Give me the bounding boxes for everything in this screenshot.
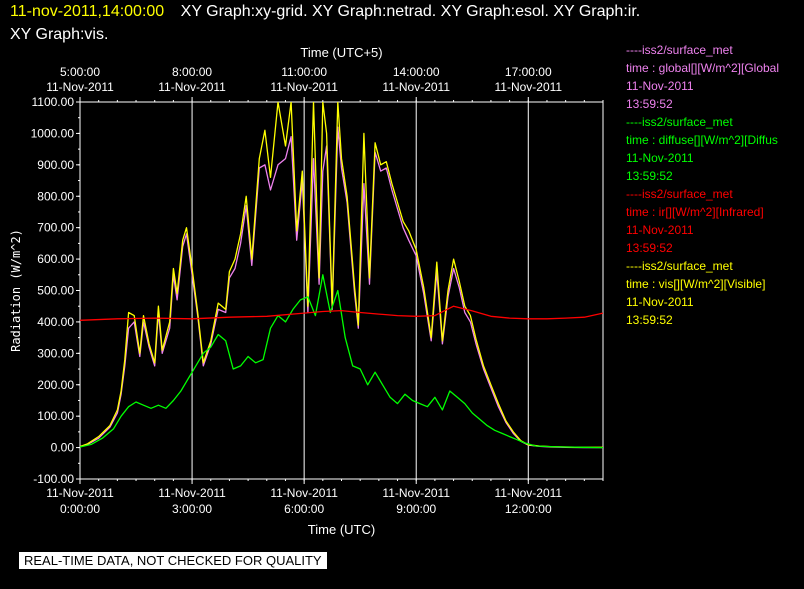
- y-tick-label: 600.00: [37, 252, 74, 266]
- x-tick-label-time: 3:00:00: [172, 502, 212, 516]
- graph-label-netrad: XY Graph:netrad.: [311, 3, 437, 20]
- y-tick-label: 200.00: [37, 378, 74, 392]
- legend-global: ----iss2/surface_met time : global[][W/m…: [626, 41, 804, 113]
- x-tick-label-date: 11-Nov-2011: [270, 486, 338, 500]
- y-tick-label: 1000.00: [31, 126, 75, 140]
- x-tick-label-date: 11-Nov-2011: [46, 486, 114, 500]
- y-tick-label: 400.00: [37, 315, 74, 329]
- legend-source: ----iss2/surface_met: [626, 115, 733, 129]
- series-line-diffuse: [80, 274, 603, 449]
- quality-disclaimer: REAL-TIME DATA, NOT CHECKED FOR QUALITY: [19, 552, 327, 569]
- legend-date: 11-Nov-2011: [626, 295, 694, 309]
- series-line-global: [80, 126, 603, 449]
- legend-date: 11-Nov-2011: [626, 79, 694, 93]
- legend-vis: ----iss2/surface_met time : vis[][W/m^2]…: [626, 257, 804, 329]
- y-tick-label: 500.00: [37, 284, 74, 298]
- y-tick-label: 0.00: [51, 441, 75, 455]
- legend-time: 13:59:52: [626, 313, 673, 327]
- legend-source: ----iss2/surface_met: [626, 259, 733, 273]
- graph-label-ir: XY Graph:ir.: [553, 3, 641, 20]
- y-tick-label: 300.00: [37, 346, 74, 360]
- y-tick-label: 800.00: [37, 189, 74, 203]
- x-tick-label-time: 9:00:00: [396, 502, 436, 516]
- legend-variable: time : diffuse[][W/m^2][Diffus: [626, 133, 778, 147]
- x2-tick-label-time: 11:00:00: [281, 65, 327, 79]
- y-tick-label: 100.00: [37, 409, 74, 423]
- legend-diffuse: ----iss2/surface_met time : diffuse[][W/…: [626, 113, 804, 185]
- x-tick-label-date: 11-Nov-2011: [158, 486, 226, 500]
- series-line-ir: [80, 305, 603, 321]
- x2-tick-label-date: 11-Nov-2011: [382, 80, 450, 94]
- legend-date: 11-Nov-2011: [626, 223, 694, 237]
- x-tick-label-date: 11-Nov-2011: [382, 486, 450, 500]
- legend-time: 13:59:52: [626, 241, 673, 255]
- y-tick-label: 900.00: [37, 158, 74, 172]
- chart-title-line: 11-nov-2011,14:00:00 XY Graph:xy-grid. X…: [10, 3, 640, 21]
- y-axis-label: Radiation (W/m^2): [9, 229, 23, 352]
- x-tick-label-time: 0:00:00: [60, 502, 100, 516]
- legend-time: 13:59:52: [626, 169, 673, 183]
- x-tick-label-date: 11-Nov-2011: [494, 486, 562, 500]
- legend-ir: ----iss2/surface_met time : ir[][W/m^2][…: [626, 185, 804, 257]
- graph-label-esol: XY Graph:esol.: [440, 3, 549, 20]
- x2-tick-label-time: 17:00:00: [505, 65, 552, 79]
- x2-tick-label-time: 14:00:00: [393, 65, 440, 79]
- legend-source: ----iss2/surface_met: [626, 187, 733, 201]
- y-tick-label: 1100.00: [32, 95, 75, 109]
- y-tick-label: -100.00: [33, 472, 74, 486]
- legend-time: 13:59:52: [626, 97, 673, 111]
- x-axis-label: Time (UTC): [308, 522, 375, 537]
- legend-variable: time : ir[][W/m^2][Infrared]: [626, 205, 764, 219]
- legend-source: ----iss2/surface_met: [626, 43, 733, 57]
- x2-tick-label-date: 11-Nov-2011: [494, 80, 562, 94]
- graph-label-xy-grid: XY Graph:xy-grid.: [180, 3, 308, 20]
- x2-tick-label-date: 11-Nov-2011: [158, 80, 226, 94]
- x-tick-label-time: 6:00:00: [284, 502, 324, 516]
- x2-tick-label-time: 5:00:00: [60, 65, 100, 79]
- series-line-vis: [80, 102, 603, 448]
- x-tick-label-time: 12:00:00: [505, 502, 552, 516]
- graph-label-vis: XY Graph:vis.: [10, 26, 109, 43]
- x2-tick-label-date: 11-Nov-2011: [46, 80, 114, 94]
- timestamp: 11-nov-2011,14:00:00: [10, 3, 165, 20]
- legend-variable: time : global[][W/m^2][Global: [626, 61, 780, 75]
- y-tick-label: 700.00: [37, 221, 74, 235]
- legend-date: 11-Nov-2011: [626, 151, 694, 165]
- x2-tick-label-date: 11-Nov-2011: [270, 80, 338, 94]
- x2-tick-label-time: 8:00:00: [172, 65, 212, 79]
- x2-axis-label: Time (UTC+5): [300, 45, 382, 60]
- legend-variable: time : vis[][W/m^2][Visible]: [626, 277, 766, 291]
